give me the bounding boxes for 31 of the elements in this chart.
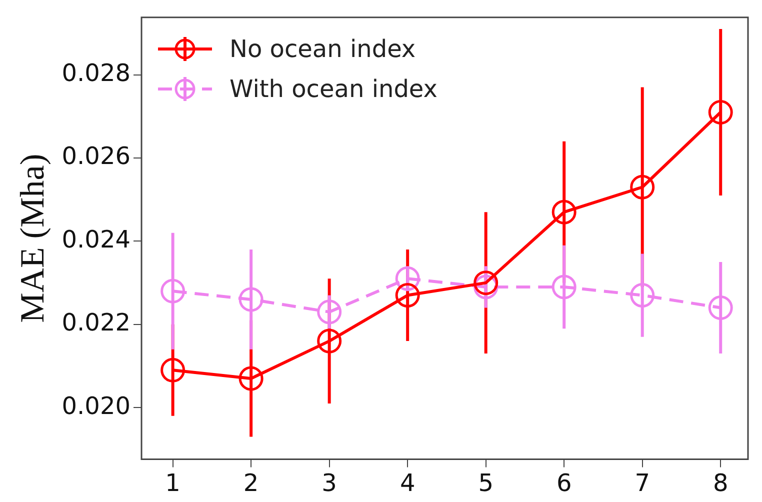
y-tick-label: 0.024	[62, 225, 131, 254]
point	[317, 300, 342, 324]
point	[474, 270, 498, 296]
x-tick-label: 1	[165, 468, 180, 497]
legend-label: With ocean index	[230, 75, 438, 104]
point	[552, 200, 576, 224]
x-tick-label: 6	[556, 468, 572, 497]
point	[395, 283, 420, 308]
point	[160, 358, 186, 382]
x-tick-label: 3	[322, 468, 337, 497]
y-tick-label: 0.026	[62, 142, 131, 170]
point	[160, 278, 186, 304]
y-tick-label: 0.020	[62, 392, 131, 420]
x-tick-label: 7	[634, 468, 650, 497]
point	[630, 174, 655, 200]
y-axis-title: MAE (Mha)	[14, 154, 52, 323]
x-tick-label: 4	[400, 468, 416, 497]
y-tick-label: 0.022	[62, 308, 131, 337]
x-tick-label: 8	[712, 468, 728, 497]
x-tick-label: 5	[478, 468, 494, 497]
legend-label: No ocean index	[230, 35, 416, 64]
point	[708, 296, 733, 320]
point	[708, 100, 733, 124]
y-tick-label: 0.028	[62, 59, 131, 88]
point	[630, 283, 655, 308]
x-tick-label: 2	[243, 468, 259, 497]
point	[238, 287, 264, 312]
point	[317, 328, 342, 354]
point	[238, 366, 264, 391]
point	[395, 266, 420, 291]
point	[552, 274, 576, 300]
